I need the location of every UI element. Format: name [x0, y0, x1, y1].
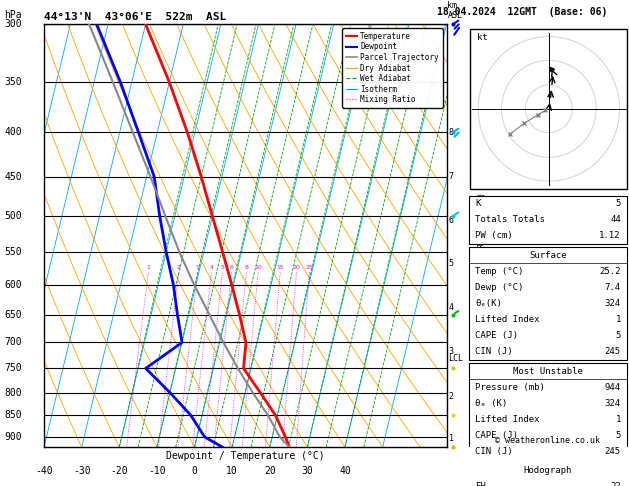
Text: 400: 400	[4, 127, 22, 138]
Text: 5: 5	[220, 265, 225, 270]
Bar	[469, 247, 627, 360]
Text: -20: -20	[111, 466, 128, 476]
Text: 300: 300	[4, 19, 22, 29]
Text: Mixing Ratio (g/kg): Mixing Ratio (g/kg)	[478, 192, 487, 279]
Text: 6: 6	[230, 265, 233, 270]
Text: CAPE (J): CAPE (J)	[476, 431, 518, 440]
Text: Pressure (mb): Pressure (mb)	[476, 382, 545, 392]
Text: Dewp (°C): Dewp (°C)	[476, 283, 524, 292]
Text: 5: 5	[615, 431, 621, 440]
Text: 550: 550	[4, 247, 22, 257]
Text: θₑ (K): θₑ (K)	[476, 399, 508, 408]
Text: 1: 1	[615, 415, 621, 424]
Text: 2: 2	[448, 392, 454, 401]
Text: PW (cm): PW (cm)	[476, 231, 513, 240]
Text: 650: 650	[4, 310, 22, 320]
Text: hPa: hPa	[4, 10, 22, 20]
Text: 3: 3	[448, 347, 454, 357]
Text: CAPE (J): CAPE (J)	[476, 331, 518, 340]
Text: EH: EH	[476, 483, 486, 486]
Text: 324: 324	[604, 399, 621, 408]
Text: Temp (°C): Temp (°C)	[476, 267, 524, 276]
Text: 850: 850	[4, 410, 22, 420]
Text: 324: 324	[604, 299, 621, 308]
Text: 2: 2	[177, 265, 181, 270]
Text: 700: 700	[4, 337, 22, 347]
Text: 7: 7	[448, 172, 454, 181]
Bar	[469, 363, 627, 459]
Text: 6: 6	[448, 216, 454, 225]
Text: 7.4: 7.4	[604, 283, 621, 292]
Legend: Temperature, Dewpoint, Parcel Trajectory, Dry Adiabat, Wet Adiabat, Isotherm, Mi: Temperature, Dewpoint, Parcel Trajectory…	[342, 28, 443, 108]
Text: 4: 4	[448, 303, 454, 312]
Text: 44: 44	[610, 215, 621, 224]
Text: 4: 4	[209, 265, 213, 270]
Text: 30: 30	[301, 466, 313, 476]
Text: © weatheronline.co.uk: © weatheronline.co.uk	[495, 436, 599, 445]
Text: 20: 20	[264, 466, 276, 476]
Text: 15: 15	[276, 265, 284, 270]
Text: 10: 10	[254, 265, 262, 270]
Text: Lifted Index: Lifted Index	[476, 415, 540, 424]
Text: 5: 5	[615, 199, 621, 208]
Text: 800: 800	[4, 388, 22, 398]
Text: 10: 10	[226, 466, 238, 476]
Text: LCL: LCL	[448, 354, 464, 363]
Text: 22: 22	[610, 483, 621, 486]
Text: 944: 944	[604, 382, 621, 392]
Text: 0: 0	[192, 466, 198, 476]
Text: 245: 245	[604, 347, 621, 356]
Bar	[469, 463, 627, 486]
Text: Surface: Surface	[529, 251, 567, 260]
Text: 245: 245	[604, 447, 621, 456]
Text: kt: kt	[477, 33, 487, 42]
Text: 600: 600	[4, 279, 22, 290]
Text: -10: -10	[148, 466, 165, 476]
Text: 8: 8	[448, 128, 454, 137]
Text: 350: 350	[4, 77, 22, 87]
Text: Hodograph: Hodograph	[524, 466, 572, 475]
Text: 450: 450	[4, 172, 22, 182]
Text: 5: 5	[448, 260, 454, 268]
Text: 900: 900	[4, 432, 22, 442]
Text: 40: 40	[339, 466, 351, 476]
Text: K: K	[476, 199, 481, 208]
Text: Totals Totals: Totals Totals	[476, 215, 545, 224]
Text: CIN (J): CIN (J)	[476, 347, 513, 356]
Text: 1: 1	[147, 265, 150, 270]
Text: 5: 5	[615, 331, 621, 340]
Bar	[470, 29, 627, 189]
Text: -30: -30	[73, 466, 91, 476]
Text: Lifted Index: Lifted Index	[476, 315, 540, 324]
Text: 25.2: 25.2	[599, 267, 621, 276]
Text: -40: -40	[35, 466, 53, 476]
Text: 3: 3	[196, 265, 199, 270]
Text: 1.12: 1.12	[599, 231, 621, 240]
Text: 1: 1	[448, 434, 454, 443]
Bar	[469, 195, 627, 244]
Text: 20: 20	[292, 265, 301, 270]
Text: 25: 25	[306, 265, 313, 270]
Text: 44°13'N  43°06'E  522m  ASL: 44°13'N 43°06'E 522m ASL	[44, 12, 226, 22]
Text: 18.04.2024  12GMT  (Base: 06): 18.04.2024 12GMT (Base: 06)	[437, 7, 607, 17]
X-axis label: Dewpoint / Temperature (°C): Dewpoint / Temperature (°C)	[166, 451, 325, 461]
Text: 500: 500	[4, 211, 22, 221]
Text: θₑ(K): θₑ(K)	[476, 299, 502, 308]
Text: Most Unstable: Most Unstable	[513, 366, 583, 376]
Text: 8: 8	[245, 265, 248, 270]
Text: km
ASL: km ASL	[447, 0, 462, 20]
Text: CIN (J): CIN (J)	[476, 447, 513, 456]
Text: 1: 1	[615, 315, 621, 324]
Text: 750: 750	[4, 364, 22, 373]
